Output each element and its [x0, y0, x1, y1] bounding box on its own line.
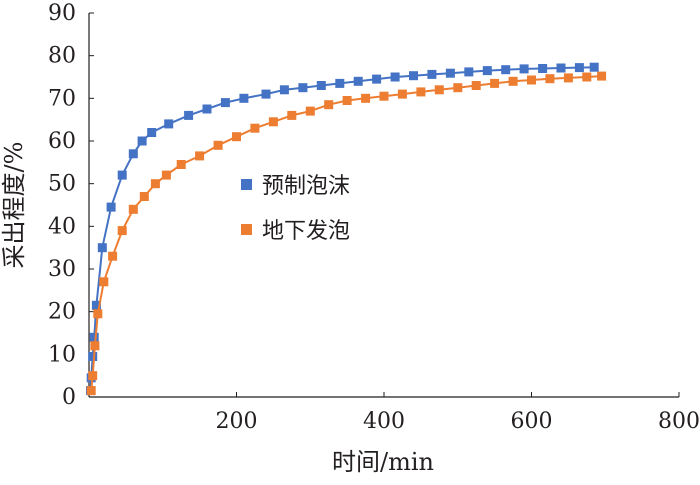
x-tick-label: 200 — [216, 409, 258, 434]
data-point — [519, 64, 529, 74]
series-layer — [86, 62, 607, 396]
y-axis-title: 采出程度/% — [0, 142, 28, 269]
y-tick-label: 0 — [62, 385, 76, 410]
data-point — [106, 202, 116, 212]
data-point — [409, 71, 418, 81]
legend: 预制泡沫 地下发泡 — [241, 174, 350, 244]
data-point — [482, 66, 492, 76]
y-tick-label: 80 — [48, 44, 76, 69]
data-point — [353, 76, 363, 86]
data-point — [99, 277, 109, 287]
data-point — [184, 110, 194, 120]
data-point — [342, 96, 352, 105]
data-point — [137, 136, 147, 146]
data-point — [128, 149, 138, 159]
data-point — [97, 243, 107, 253]
data-point — [582, 72, 592, 82]
data-point — [445, 68, 455, 78]
y-tick-label: 70 — [48, 86, 76, 111]
data-point — [88, 371, 98, 381]
legend-label-prefab-foam: 预制泡沫 — [262, 174, 350, 199]
data-point — [268, 117, 278, 127]
data-point — [117, 170, 127, 180]
data-point — [501, 65, 511, 75]
data-point — [150, 179, 160, 189]
y-tick-label: 50 — [48, 172, 76, 197]
data-point — [90, 341, 100, 351]
y-tick-label: 40 — [48, 214, 76, 239]
data-point — [139, 192, 149, 201]
data-point — [128, 204, 138, 214]
legend-marker-underground-foaming — [241, 224, 252, 235]
data-point — [527, 75, 536, 85]
data-point — [108, 251, 118, 261]
data-point — [88, 352, 98, 361]
data-point — [324, 100, 334, 110]
data-point — [556, 63, 566, 73]
data-point — [250, 123, 260, 133]
data-point — [427, 69, 437, 79]
data-point — [453, 83, 463, 93]
x-ticks: 200 400 600 800 — [216, 392, 700, 434]
data-point — [202, 104, 212, 114]
data-point — [490, 78, 500, 88]
data-point — [574, 63, 584, 73]
data-point — [471, 81, 481, 90]
x-tick-label: 400 — [363, 409, 405, 434]
legend-label-underground-foaming: 地下发泡 — [262, 219, 350, 244]
data-point — [335, 78, 345, 88]
data-point — [91, 300, 101, 310]
x-axis-title: 时间/min — [332, 448, 434, 476]
series-1 — [86, 71, 607, 396]
data-point — [416, 87, 426, 97]
data-point — [379, 91, 389, 101]
data-point — [147, 128, 157, 137]
data-point — [239, 93, 249, 103]
y-ticks: 0 10 20 30 40 50 60 70 80 90 — [48, 1, 94, 410]
data-point — [279, 85, 289, 95]
data-point — [538, 64, 548, 73]
data-point — [93, 309, 103, 319]
data-point — [390, 72, 400, 82]
data-point — [232, 132, 241, 142]
data-point — [563, 73, 573, 83]
y-tick-label: 60 — [48, 129, 76, 154]
y-tick-label: 10 — [48, 342, 76, 367]
data-point — [86, 386, 96, 396]
data-point — [298, 83, 308, 93]
x-tick-label: 600 — [511, 409, 553, 434]
data-point — [176, 160, 186, 169]
y-tick-label: 30 — [48, 257, 76, 282]
data-point — [508, 76, 518, 86]
data-point — [545, 74, 555, 84]
data-point — [220, 98, 230, 108]
data-point — [305, 106, 315, 116]
data-point — [195, 151, 205, 161]
data-point — [434, 85, 444, 95]
data-point — [597, 71, 607, 81]
data-point — [316, 81, 326, 90]
data-point — [464, 67, 474, 77]
data-point — [361, 93, 371, 103]
data-point — [213, 140, 223, 150]
data-point — [164, 119, 174, 129]
y-tick-label: 90 — [48, 1, 76, 26]
data-point — [372, 74, 382, 84]
data-point — [397, 89, 407, 99]
legend-marker-prefab-foam — [241, 179, 252, 190]
data-point — [261, 89, 271, 99]
data-point — [89, 332, 99, 342]
data-point — [589, 62, 599, 72]
x-tick-label: 800 — [658, 409, 700, 434]
data-point — [287, 110, 297, 120]
data-point — [161, 170, 171, 180]
y-tick-label: 20 — [48, 300, 76, 325]
data-point — [117, 226, 127, 236]
